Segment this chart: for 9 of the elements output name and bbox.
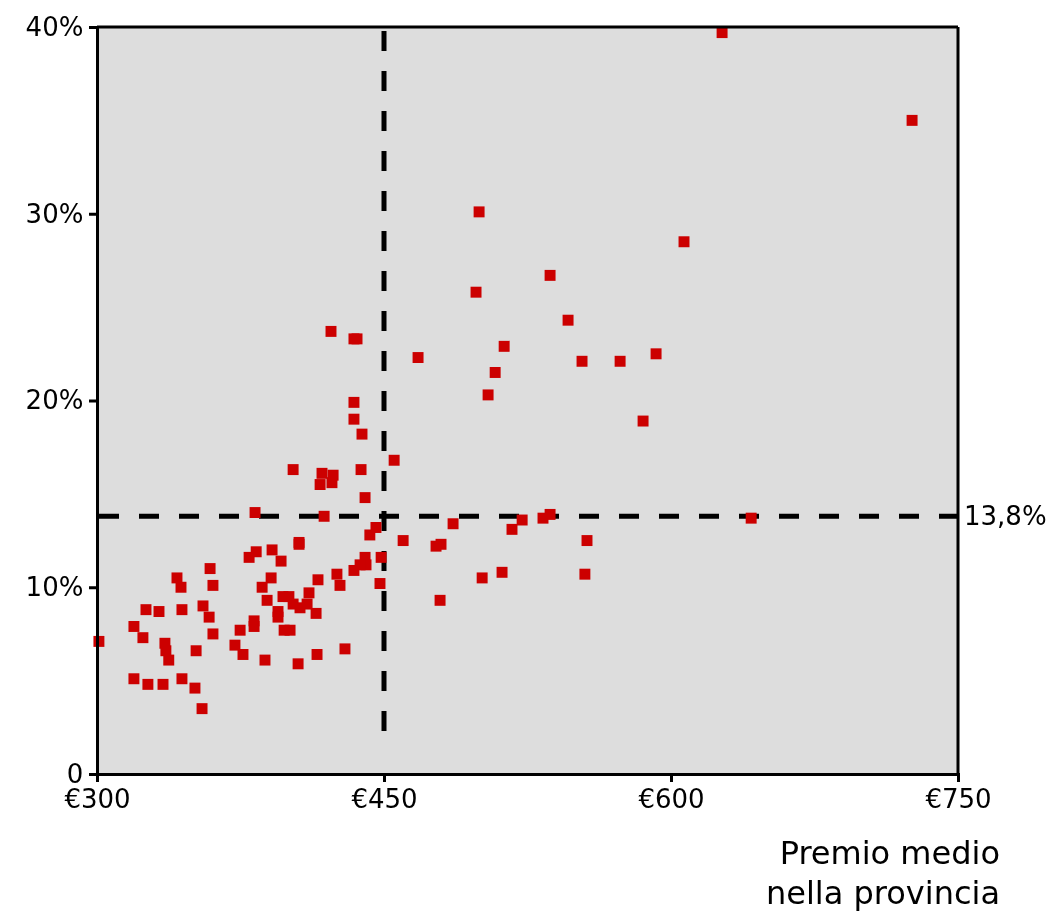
x-tick-label: €750 [925,784,992,815]
x-axis-title: Premio medio nella provincia [765,834,1000,912]
x-tick-label: €450 [351,784,418,815]
y-tick-label: 10% [25,572,84,603]
y-tick-label: 40% [25,11,84,42]
ref-line-label: 13,8% [964,501,1047,532]
y-tick-label: 30% [25,198,84,229]
x-tick-label: €600 [638,784,705,815]
y-tick-label: 20% [25,385,84,416]
